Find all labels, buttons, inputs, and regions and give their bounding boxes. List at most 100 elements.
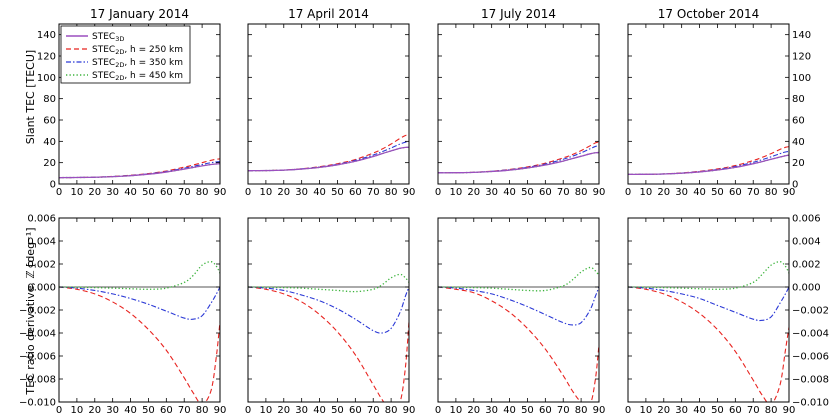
x-tick-label: 40	[313, 187, 326, 198]
axes-frame	[627, 217, 790, 403]
x-tick-label: 50	[711, 187, 724, 198]
y-tick-label-right: 0.000	[792, 283, 821, 294]
x-tick-label: 70	[747, 405, 760, 415]
y-tick-label-left: −0.002	[19, 306, 56, 317]
y-tick-label-left: 120	[37, 52, 56, 63]
y-tick-label-right: 40	[792, 137, 805, 148]
x-tick-label: 70	[557, 405, 570, 415]
x-tick-label: 60	[729, 187, 742, 198]
legend-label-h250: STEC2D, h = 250 km	[92, 45, 183, 56]
x-tick-label: 0	[625, 405, 631, 415]
x-tick-label: 30	[675, 405, 688, 415]
series-line-STEC_3D	[628, 154, 789, 176]
x-tick-label: 0	[56, 405, 62, 415]
panel-title: 17 April 2014	[288, 7, 369, 21]
x-tick-label: 0	[56, 187, 62, 198]
y-tick-label-left: 80	[43, 94, 56, 105]
x-tick-label: 90	[214, 405, 227, 415]
x-tick-label: 80	[196, 405, 209, 415]
y-tick-label-right: 140	[792, 30, 811, 41]
series-line-h450	[628, 261, 789, 290]
series-line-h450	[248, 273, 409, 293]
panel-stec-0: 0 10 20 30 40 50 60 70 80 90 0 20 40 60 80 100 120 140 17 …	[37, 7, 226, 198]
panel-deriv-0: 0 10 20 30 40 50 60 70 80 90 −0.010 −0.008 −0.006 −0.…	[19, 214, 226, 415]
series-line-h250	[438, 286, 599, 402]
legend-label-STEC_3D: STEC3D	[92, 32, 124, 43]
panel-stec-2: 0 10 20 30 40 50 60 70 80 90 17 July 2014	[435, 7, 606, 198]
x-tick-label: 10	[71, 187, 84, 198]
y-tick-label-left: 140	[37, 30, 56, 41]
x-tick-label: 80	[765, 187, 778, 198]
series-line-STEC_3D	[59, 163, 220, 179]
x-tick-label: 10	[640, 187, 653, 198]
x-tick-label: 80	[196, 187, 209, 198]
axes-frame	[437, 217, 600, 403]
x-tick-label: 0	[435, 187, 441, 198]
x-tick-label: 60	[349, 187, 362, 198]
x-tick-label: 60	[160, 405, 173, 415]
x-tick-label: 10	[450, 187, 463, 198]
x-tick-label: 20	[657, 405, 670, 415]
axes-frame	[58, 217, 221, 403]
axes-frame	[58, 23, 221, 185]
y-tick-label-right: 80	[792, 94, 805, 105]
x-tick-label: 80	[575, 187, 588, 198]
x-tick-label: 20	[467, 405, 480, 415]
panel-deriv-1: 0102030405060708090Zenith angle, θ' [deg…	[245, 217, 416, 415]
panel-deriv-2: 0102030405060708090Zenith angle, θ' [deg…	[435, 217, 605, 415]
ylabel-bottom: TEC ratio derivative, ℤ [deg⁻¹]	[24, 227, 37, 395]
x-tick-label: 20	[467, 187, 480, 198]
y-tick-label-left: 0.004	[27, 237, 56, 248]
x-tick-label: 80	[385, 187, 398, 198]
x-tick-label: 20	[277, 187, 290, 198]
x-tick-label: 60	[539, 405, 552, 415]
x-tick-label: 90	[783, 187, 796, 198]
x-tick-label: 30	[485, 405, 498, 415]
ylabel-top: Slant TEC [TECU]	[24, 50, 37, 144]
x-tick-label: 70	[178, 187, 191, 198]
y-tick-label-left: 0.002	[27, 260, 56, 271]
y-tick-label-left: −0.004	[19, 329, 56, 340]
x-tick-label: 50	[142, 187, 155, 198]
x-tick-label: 60	[349, 405, 362, 415]
y-tick-label-left: 100	[37, 73, 56, 84]
series-line-h450	[59, 261, 220, 290]
x-tick-label: 80	[765, 405, 778, 415]
series-line-h350	[438, 286, 599, 326]
y-tick-label-right: −0.002	[792, 306, 829, 317]
x-tick-label: 30	[106, 187, 119, 198]
y-tick-label-left: 40	[43, 137, 56, 148]
x-tick-label: 40	[693, 405, 706, 415]
axes-frame	[247, 23, 410, 185]
x-tick-label: 10	[260, 187, 273, 198]
y-tick-label-right: 0	[792, 180, 798, 191]
x-tick-label: 70	[747, 187, 760, 198]
x-tick-label: 80	[385, 405, 398, 415]
y-tick-label-left: 0.006	[27, 214, 56, 225]
x-tick-label: 40	[124, 187, 137, 198]
y-tick-label-left: 0.000	[27, 283, 56, 294]
series-line-STEC_3D	[248, 146, 409, 172]
y-tick-label-left: 20	[43, 158, 56, 169]
x-tick-label: 50	[331, 405, 344, 415]
panel-title: 17 July 2014	[481, 7, 556, 21]
x-tick-label: 40	[313, 405, 326, 415]
legend: STEC3D STEC2D, h = 250 km STEC2D, h = 350 …	[60, 25, 191, 84]
legend-label-h450: STEC2D, h = 450 km	[92, 71, 183, 82]
x-tick-label: 60	[539, 187, 552, 198]
y-tick-label-right: 60	[792, 116, 805, 127]
series-line-h250	[628, 286, 789, 402]
x-tick-label: 0	[245, 405, 251, 415]
y-tick-label-left: −0.008	[19, 375, 56, 386]
x-tick-label: 30	[485, 187, 498, 198]
x-tick-label: 90	[403, 405, 416, 415]
x-tick-label: 0	[245, 187, 251, 198]
x-tick-label: 90	[214, 187, 227, 198]
y-tick-label-left: −0.010	[19, 398, 56, 409]
x-tick-label: 10	[71, 405, 84, 415]
x-tick-label: 20	[277, 405, 290, 415]
panel-stec-3: 0 10 20 30 40 50 60 70 80 9002040608010012014017 …	[625, 7, 811, 198]
x-tick-label: 30	[295, 405, 308, 415]
axes-frame	[247, 217, 410, 403]
